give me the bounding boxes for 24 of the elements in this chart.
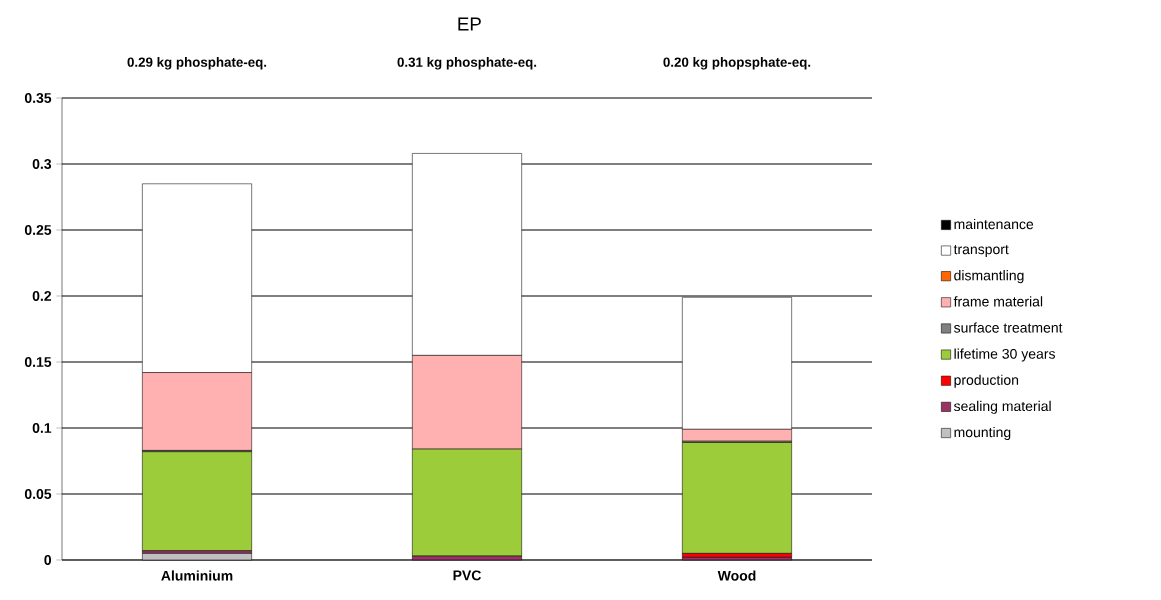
y-tick-label: 0.25: [24, 225, 52, 235]
y-tick-label: 0: [44, 555, 52, 565]
legend-label: sealing material: [954, 400, 1051, 414]
text: 0.29 kg phosphate-eq.: [127, 57, 267, 70]
legend-label: production: [954, 374, 1019, 388]
y-tick-label: 0.05: [24, 489, 52, 499]
x-tick-label: Aluminium: [161, 570, 233, 581]
text: 0.20 kg phopsphate-eq.: [663, 57, 811, 70]
y-tick-label: 0.15: [24, 357, 52, 367]
y-tick-label: 0.1: [32, 423, 52, 433]
x-tick-label: Wood: [717, 570, 756, 581]
legend-label: mounting: [954, 426, 1011, 440]
legend-label: dismantling: [954, 270, 1024, 284]
text: 0.31 kg phosphate-eq.: [397, 57, 537, 70]
legend-label: transport: [953, 245, 1009, 257]
chart-title: EP: [458, 17, 481, 31]
x-tick-label: PVC: [453, 570, 482, 581]
legend-label: frame material: [953, 296, 1043, 307]
y-tick-label: 0.35: [24, 93, 52, 103]
y-tick-label: 0.2: [32, 291, 52, 301]
y-tick-label: 0.3: [32, 159, 52, 169]
legend-label: surface treatment: [954, 322, 1063, 333]
legend-label: maintenance: [954, 218, 1034, 230]
legend-label: lifetime 30 years: [954, 348, 1055, 362]
